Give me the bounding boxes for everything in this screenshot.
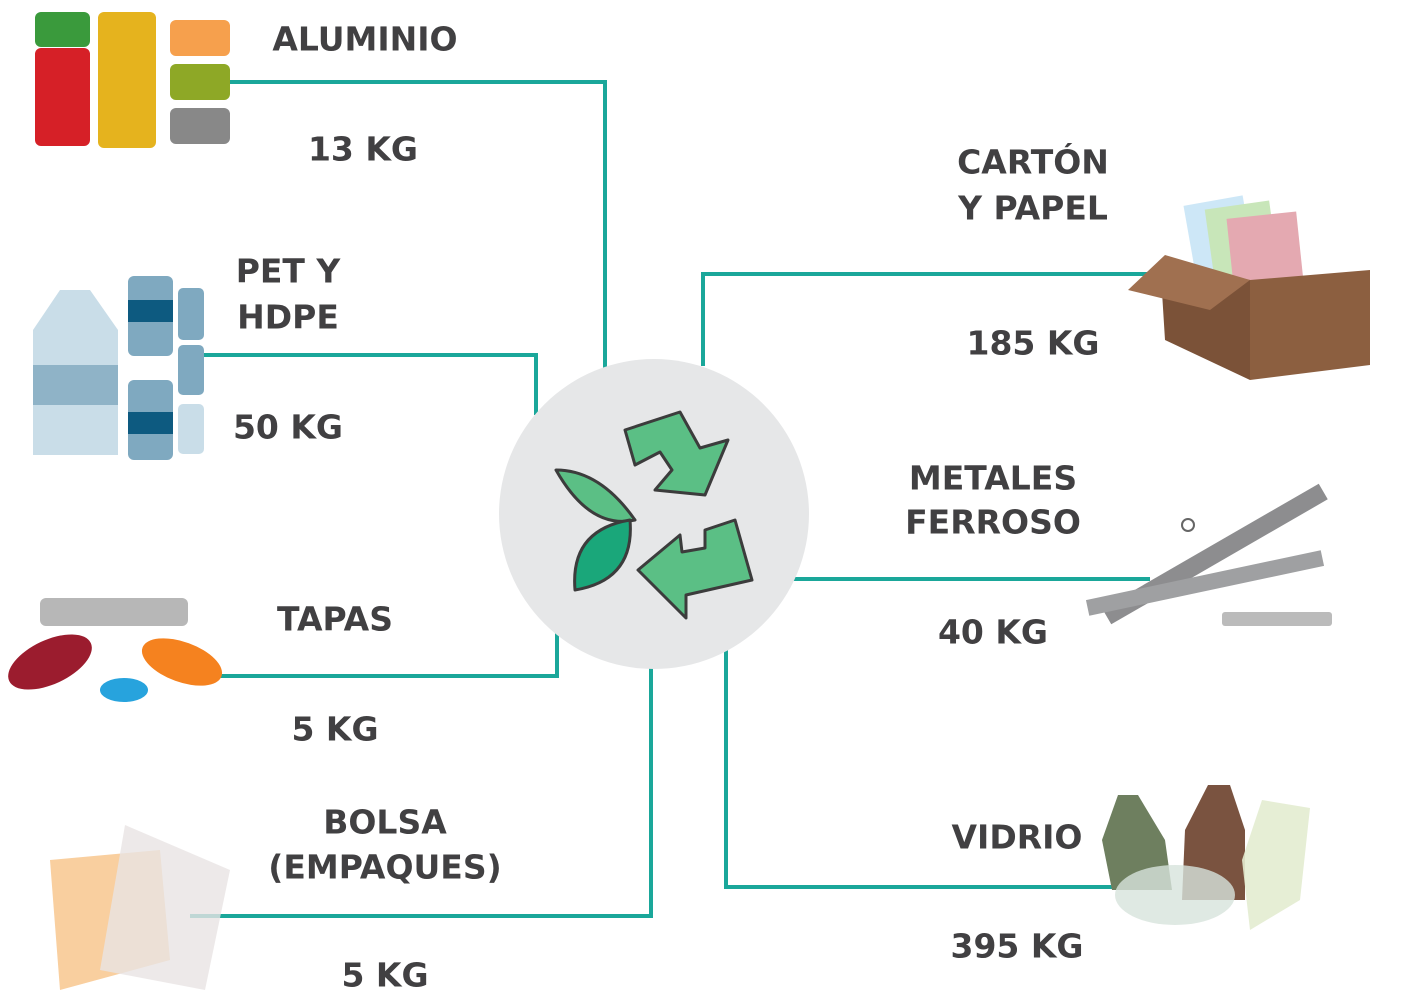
node-label: METALES xyxy=(909,459,1077,498)
aluminum-cans xyxy=(35,12,230,148)
node-label: BOLSA xyxy=(323,803,447,842)
connector xyxy=(200,355,536,415)
center-circle xyxy=(499,359,809,669)
node-amount: 5 KG xyxy=(291,710,378,749)
node-label: (EMPAQUES) xyxy=(268,848,501,887)
plastic-bottles xyxy=(33,276,204,460)
glass-bottles xyxy=(1102,785,1310,930)
node-label: PET Y xyxy=(236,252,342,291)
infographic: ALUMINIO 13 KG PET Y HDPE 50 KG TAPAS 5 … xyxy=(0,0,1419,998)
node-label: HDPE xyxy=(237,298,339,337)
metals xyxy=(1086,484,1332,626)
node-amount: 13 KG xyxy=(308,130,418,169)
node-label: TAPAS xyxy=(277,600,393,639)
node-amount: 5 KG xyxy=(341,956,428,995)
node-label: CARTÓN xyxy=(957,142,1109,182)
node-amount: 50 KG xyxy=(233,408,343,447)
bags xyxy=(50,825,230,990)
node-amount: 40 KG xyxy=(938,613,1048,652)
box xyxy=(1128,195,1370,380)
caps xyxy=(0,598,228,702)
node-amount: 185 KG xyxy=(966,324,1099,363)
node-label: FERROSO xyxy=(905,503,1081,542)
node-label: Y PAPEL xyxy=(957,189,1108,228)
node-label: VIDRIO xyxy=(952,818,1083,857)
node-label: ALUMINIO xyxy=(272,20,457,59)
node-amount: 395 KG xyxy=(950,927,1083,966)
